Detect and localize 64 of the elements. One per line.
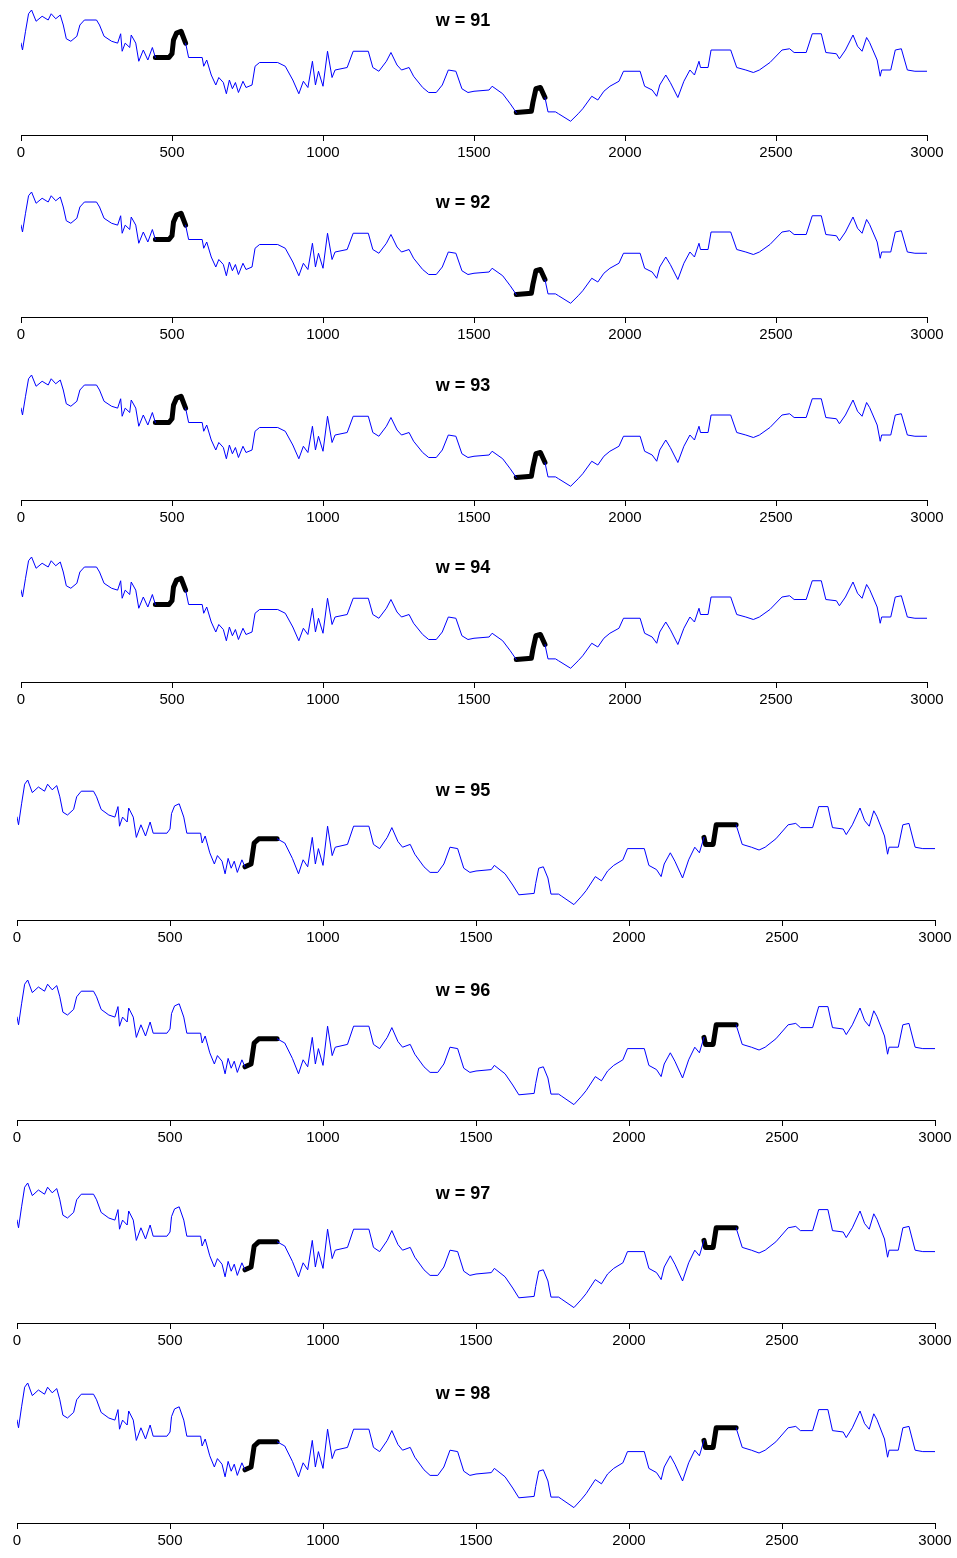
- x-tick-label: 2500: [765, 1128, 799, 1146]
- x-tick-label: 1000: [306, 325, 340, 343]
- x-tick-label: 500: [159, 690, 185, 708]
- x-tick-label: 1500: [457, 690, 491, 708]
- x-tick-label: 500: [157, 928, 183, 946]
- x-tick-label: 3000: [918, 1531, 952, 1549]
- x-tick-label: 1500: [459, 1531, 493, 1549]
- x-tick-label: 3000: [910, 508, 944, 526]
- x-tick-label: 1000: [306, 1331, 340, 1349]
- x-tick-label: 0: [16, 508, 26, 526]
- x-tick-label: 0: [12, 1331, 22, 1349]
- x-tick-label: 1000: [306, 928, 340, 946]
- x-tick-label: 2500: [759, 690, 793, 708]
- x-tick-label: 2500: [759, 508, 793, 526]
- x-tick-label: 500: [159, 508, 185, 526]
- x-tick-label: 2000: [612, 1128, 646, 1146]
- chart-title: w = 98: [434, 1383, 492, 1404]
- chart-title: w = 91: [434, 10, 492, 31]
- chart-title: w = 97: [434, 1183, 492, 1204]
- x-tick-label: 0: [12, 1531, 22, 1549]
- x-tick-label: 2000: [608, 690, 642, 708]
- chart-title: w = 93: [434, 375, 492, 396]
- x-tick-label: 1500: [457, 508, 491, 526]
- x-tick-label: 2000: [612, 1531, 646, 1549]
- x-tick-label: 0: [12, 1128, 22, 1146]
- x-tick-label: 2500: [765, 1531, 799, 1549]
- chart-title: w = 94: [434, 557, 492, 578]
- chart-title: w = 96: [434, 980, 492, 1001]
- x-tick-label: 3000: [910, 690, 944, 708]
- chart-title: w = 92: [434, 192, 492, 213]
- x-tick-label: 2500: [759, 325, 793, 343]
- x-tick-label: 2000: [608, 143, 642, 161]
- x-tick-label: 2000: [612, 928, 646, 946]
- x-tick-label: 1500: [459, 1128, 493, 1146]
- x-tick-label: 1000: [306, 508, 340, 526]
- chart-title: w = 95: [434, 780, 492, 801]
- x-tick-label: 1000: [306, 1531, 340, 1549]
- x-tick-label: 500: [159, 325, 185, 343]
- x-tick-label: 3000: [910, 325, 944, 343]
- x-tick-label: 0: [16, 143, 26, 161]
- x-tick-label: 1500: [457, 325, 491, 343]
- x-tick-label: 0: [12, 928, 22, 946]
- x-tick-label: 500: [157, 1331, 183, 1349]
- x-tick-label: 1000: [306, 1128, 340, 1146]
- x-tick-label: 2500: [765, 1331, 799, 1349]
- x-tick-label: 3000: [918, 928, 952, 946]
- x-tick-label: 1500: [457, 143, 491, 161]
- x-tick-label: 2000: [612, 1331, 646, 1349]
- x-tick-label: 500: [157, 1531, 183, 1549]
- x-tick-label: 1500: [459, 928, 493, 946]
- x-tick-label: 3000: [918, 1331, 952, 1349]
- x-tick-label: 0: [16, 690, 26, 708]
- x-tick-label: 2000: [608, 508, 642, 526]
- x-tick-label: 2000: [608, 325, 642, 343]
- x-tick-label: 500: [159, 143, 185, 161]
- x-tick-label: 0: [16, 325, 26, 343]
- x-tick-label: 2500: [759, 143, 793, 161]
- x-tick-label: 3000: [918, 1128, 952, 1146]
- x-tick-label: 500: [157, 1128, 183, 1146]
- x-tick-label: 2500: [765, 928, 799, 946]
- x-tick-label: 1500: [459, 1331, 493, 1349]
- x-tick-label: 3000: [910, 143, 944, 161]
- x-tick-label: 1000: [306, 690, 340, 708]
- x-tick-label: 1000: [306, 143, 340, 161]
